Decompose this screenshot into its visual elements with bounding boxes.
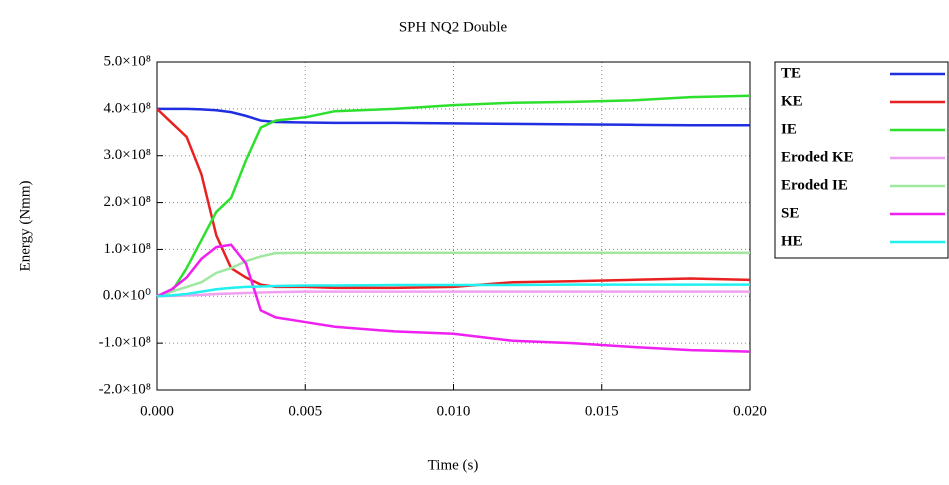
legend-label: Eroded IE	[781, 177, 848, 193]
y-tick-label: 2.0×10⁸	[104, 194, 151, 210]
y-tick-label: 3.0×10⁸	[104, 147, 151, 163]
legend-box	[774, 61, 949, 259]
legend-label: TE	[781, 65, 801, 81]
legend-label: SE	[781, 205, 799, 221]
legend-label: KE	[781, 93, 803, 109]
series-line	[156, 290, 750, 298]
x-axis-label: Time (s)	[428, 457, 479, 473]
y-tick-label: 1.0×10⁸	[104, 241, 151, 257]
y-tick-label: -1.0×10⁸	[99, 335, 151, 351]
legend-label: IE	[781, 121, 797, 137]
plot-frame	[156, 61, 751, 391]
y-tick-label: 4.0×10⁸	[104, 100, 151, 116]
y-tick-label: 5.0×10⁸	[104, 53, 151, 69]
chart-title: SPH NQ2 Double	[399, 19, 508, 35]
x-tick-label: 0.020	[733, 403, 767, 419]
x-tick-label: 0.015	[585, 403, 619, 419]
series-line	[156, 243, 751, 353]
x-tick-label: 0.010	[437, 403, 471, 419]
y-axis-label: Energy (Nmm)	[17, 181, 33, 272]
legend-label: HE	[781, 233, 803, 249]
series-line	[156, 251, 750, 298]
x-tick-label: 0.000	[140, 403, 174, 419]
series-line	[157, 107, 750, 127]
legend-label: Eroded KE	[781, 149, 854, 165]
series-line	[156, 94, 751, 298]
x-tick-label: 0.005	[288, 403, 322, 419]
y-tick-label: -2.0×10⁸	[99, 381, 151, 397]
y-tick-label: 0.0×10⁰	[103, 288, 151, 304]
series-line	[156, 283, 750, 298]
